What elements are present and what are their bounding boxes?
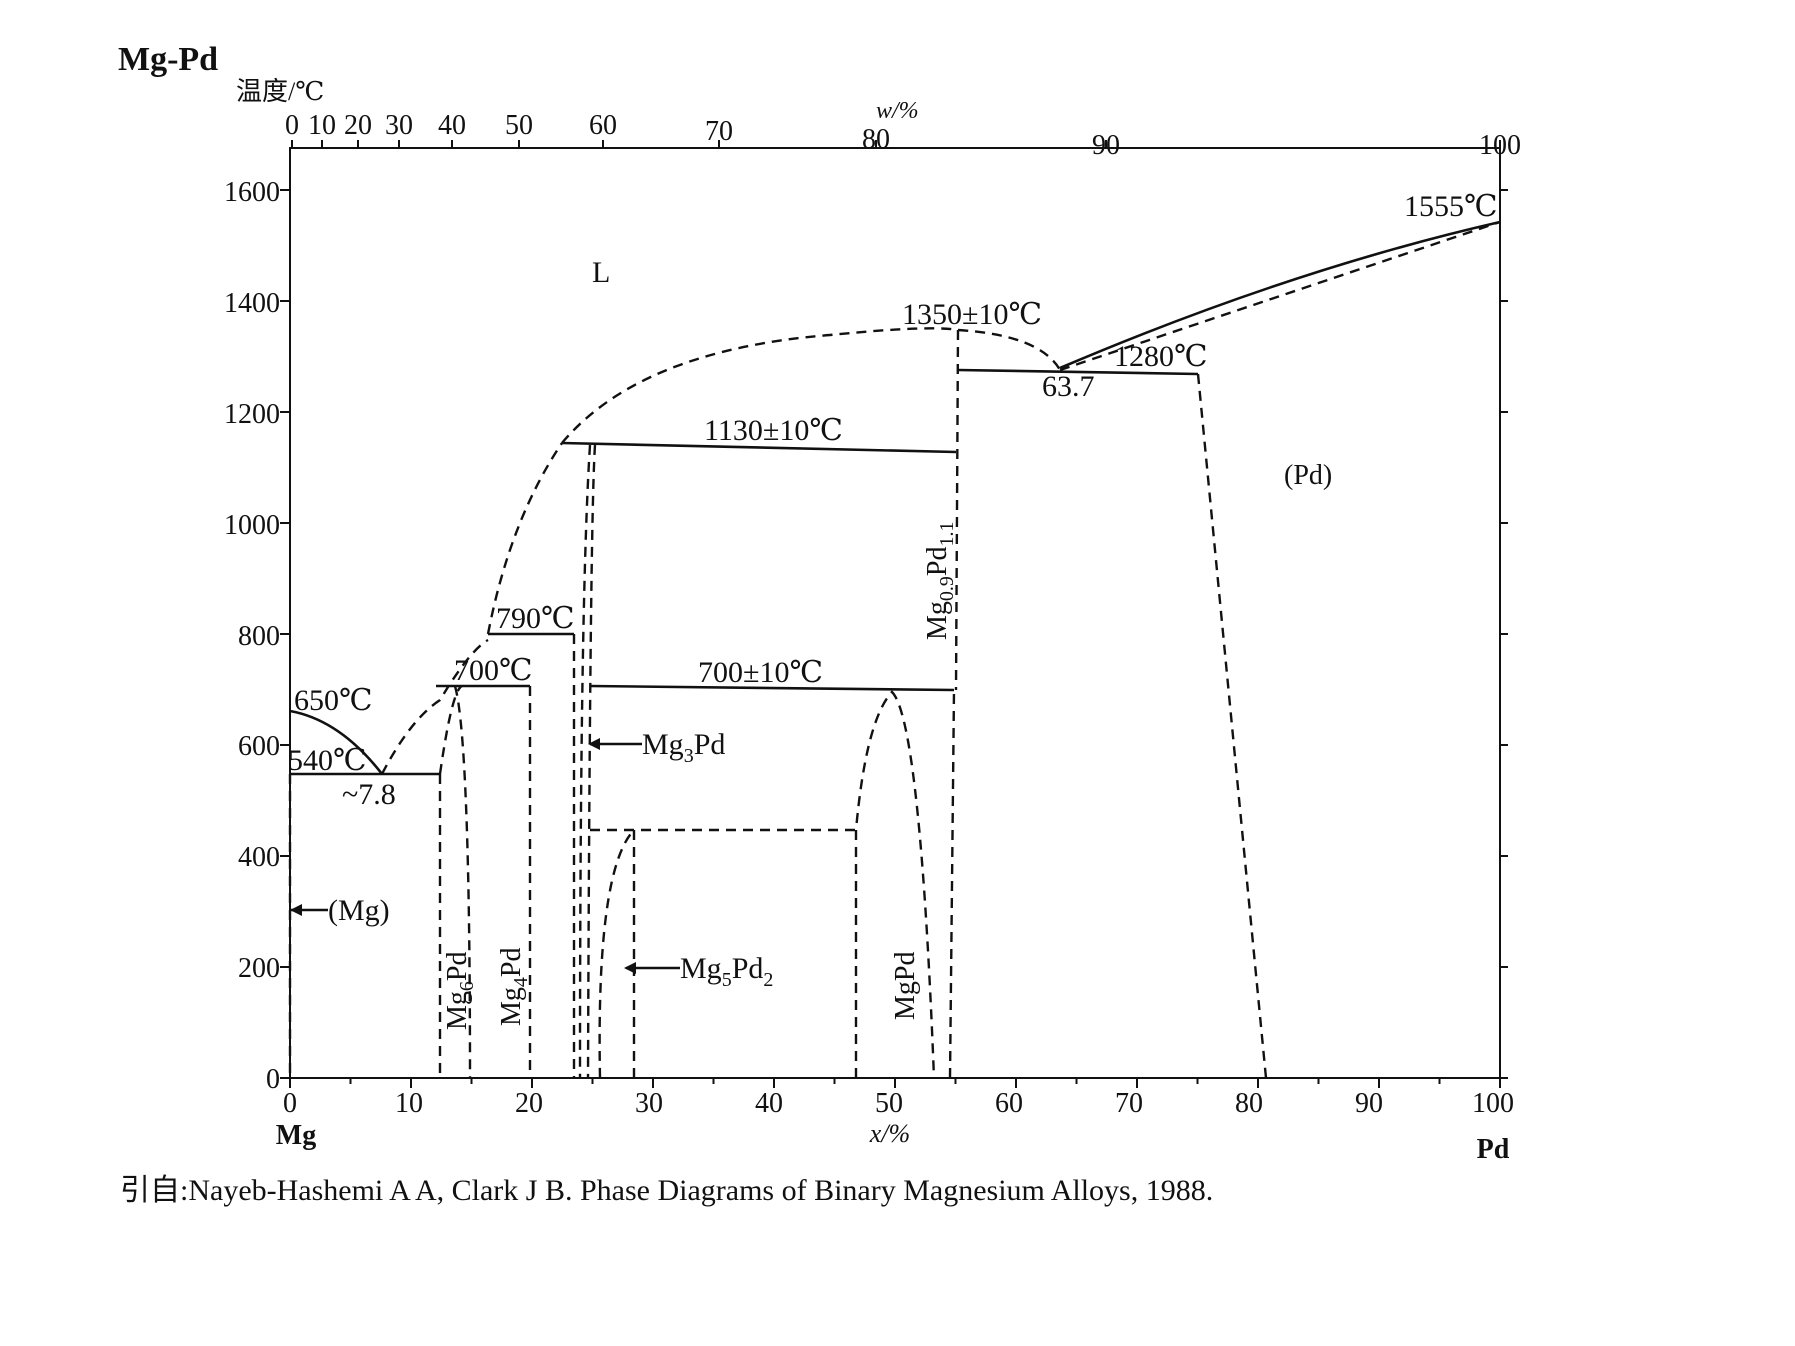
mg3pd-right-boundary xyxy=(586,444,597,1079)
top-axis-ticks xyxy=(291,140,1501,148)
annotation-790: 790℃ xyxy=(496,602,575,635)
liquidus-segment-b xyxy=(486,442,563,635)
bottom-tick-labels: 0 10 20 30 40 50 60 70 80 90 100 xyxy=(283,1088,1514,1119)
annotation-700a: 700℃ xyxy=(454,654,533,687)
y-tick-600: 600 xyxy=(238,731,280,762)
x-tick-60: 60 xyxy=(995,1088,1023,1119)
bottom-axis-label: x/% xyxy=(869,1119,910,1148)
pd-solidus-line xyxy=(1059,220,1501,372)
system-title: Mg-Pd xyxy=(118,41,218,78)
y-tick-labels: 0 200 400 600 800 1000 1200 1400 1600 xyxy=(224,177,280,1095)
eutectic-1280-line xyxy=(957,368,1199,376)
w-tick-100: 100 xyxy=(1479,130,1521,161)
mg5pd2-left-boundary xyxy=(598,829,635,1079)
y-tick-1200: 1200 xyxy=(224,399,280,430)
y-tick-400: 400 xyxy=(238,842,280,873)
mg3pd-inner-boundary xyxy=(578,444,592,1079)
mg4pd-label: Mg4Pd xyxy=(496,948,532,1026)
w-tick-10: 10 xyxy=(308,110,336,141)
annotation-1280: 1280℃ xyxy=(1114,340,1208,373)
annotation-1350: 1350±10℃ xyxy=(902,298,1042,331)
mgpd-boundary xyxy=(854,690,936,1079)
right-element-label: Pd xyxy=(1477,1134,1510,1165)
w-tick-50: 50 xyxy=(505,110,533,141)
x-tick-10: 10 xyxy=(395,1088,423,1119)
top-axis-label: w/% xyxy=(876,98,919,124)
x-tick-50: 50 xyxy=(875,1088,903,1119)
w-tick-60: 60 xyxy=(589,110,617,141)
annotation-700b: 700±10℃ xyxy=(698,656,823,689)
annotation-7-8: ~7.8 xyxy=(342,778,396,811)
mg09pd11-label: Mg0.9Pd1.1 xyxy=(922,522,958,640)
left-element-label: Mg xyxy=(276,1120,316,1151)
mg09pd11-right-boundary xyxy=(954,329,960,691)
mg3pd-arrow-head xyxy=(588,738,600,750)
plot-frame xyxy=(289,147,1501,1079)
pd-solvus-line xyxy=(1196,373,1268,1079)
annotation-1555: 1555℃ xyxy=(1404,190,1498,223)
y-tick-0: 0 xyxy=(266,1064,280,1095)
w-tick-80: 80 xyxy=(862,124,890,155)
y-tick-200: 200 xyxy=(238,953,280,984)
y-tick-800: 800 xyxy=(238,621,280,652)
mg09pd11-left-boundary xyxy=(948,689,956,1079)
y-tick-1600: 1600 xyxy=(224,177,280,208)
mg6pd-right-boundary xyxy=(453,685,472,1079)
mg5pd2-label: Mg5Pd2 xyxy=(680,952,773,991)
mgpd-label: MgPd xyxy=(890,952,921,1020)
y-axis-ticks xyxy=(280,189,1508,1079)
y-axis-label: 温度/℃ xyxy=(236,77,324,106)
citation: 引自:Nayeb-Hashemi A A, Clark J B. Phase D… xyxy=(120,1174,1213,1207)
mg-solid-region-label: (Mg) xyxy=(328,894,390,927)
mg6pd-label: Mg6Pd xyxy=(442,952,478,1030)
mg6pd-top-boundary xyxy=(438,684,463,775)
x-tick-40: 40 xyxy=(755,1088,783,1119)
top-tick-labels: 0 10 20 30 40 50 60 70 80 90 100 xyxy=(285,110,1521,161)
w-tick-0: 0 xyxy=(285,110,299,141)
liquidus-segment-c xyxy=(561,327,959,444)
x-tick-0: 0 xyxy=(283,1088,297,1119)
pd-liquidus-line xyxy=(1059,220,1501,370)
x-tick-20: 20 xyxy=(515,1088,543,1119)
mg-arrow-head xyxy=(290,904,302,916)
liquid-region-label: L xyxy=(592,256,610,289)
x-tick-70: 70 xyxy=(1115,1088,1143,1119)
mg-liquidus-line xyxy=(289,709,384,775)
peritectic-700b-line xyxy=(589,684,955,692)
w-tick-70: 70 xyxy=(705,116,733,147)
x-tick-90: 90 xyxy=(1355,1088,1383,1119)
mg3pd-label: Mg3Pd xyxy=(642,728,725,767)
liquidus-segment-d xyxy=(957,328,1062,371)
w-tick-30: 30 xyxy=(385,110,413,141)
x-tick-100: 100 xyxy=(1472,1088,1514,1119)
y-tick-1000: 1000 xyxy=(224,510,280,541)
annotation-650: 650℃ xyxy=(294,684,373,717)
x-tick-80: 80 xyxy=(1235,1088,1263,1119)
peritectic-1130-line xyxy=(561,441,957,454)
annotation-63-7: 63.7 xyxy=(1042,370,1095,403)
y-tick-1400: 1400 xyxy=(224,288,280,319)
pd-solid-region-label: (Pd) xyxy=(1284,460,1332,491)
x-tick-30: 30 xyxy=(635,1088,663,1119)
annotation-540: 540℃ xyxy=(288,744,367,777)
bottom-axis-ticks xyxy=(289,1078,1501,1088)
mg5pd2-arrow-head xyxy=(624,962,636,974)
liquidus-segment-a xyxy=(380,638,489,775)
w-tick-40: 40 xyxy=(438,110,466,141)
annotation-1130: 1130±10℃ xyxy=(704,414,843,447)
w-tick-90: 90 xyxy=(1092,130,1120,161)
w-tick-20: 20 xyxy=(344,110,372,141)
